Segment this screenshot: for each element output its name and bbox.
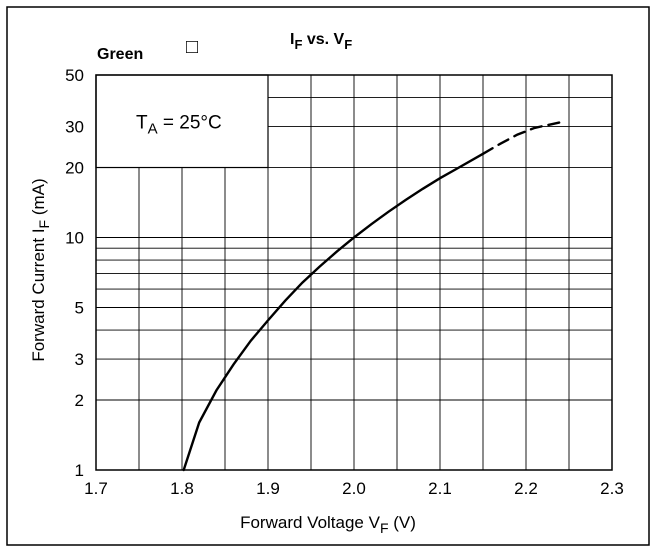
x-tick-label: 1.9 xyxy=(256,479,280,498)
y-axis-label: Forward Current IF (mA) xyxy=(29,178,52,361)
x-tick-label: 2.0 xyxy=(342,479,366,498)
x-tick-label: 2.1 xyxy=(428,479,452,498)
outer-frame xyxy=(6,6,650,546)
corner-label: Green xyxy=(97,46,143,63)
x-tick-label: 1.8 xyxy=(170,479,194,498)
corner-glyph: □ xyxy=(186,36,198,58)
y-tick-label: 10 xyxy=(65,229,84,248)
y-tick-label: 30 xyxy=(65,118,84,137)
y-tick-label: 5 xyxy=(75,298,84,317)
grid-layer xyxy=(96,75,612,470)
series-layer xyxy=(182,121,562,472)
y-tick-labels: 1 2 3 5 10 20 30 50 xyxy=(65,66,84,480)
y-tick-label: 50 xyxy=(65,66,84,85)
x-tick-label: 1.7 xyxy=(84,479,108,498)
chart-title: IF vs. VF xyxy=(290,31,352,52)
y-tick-label: 1 xyxy=(75,461,84,480)
y-tick-label: 3 xyxy=(75,350,84,369)
annotation-box xyxy=(95,74,269,169)
y-tick-label: 20 xyxy=(65,159,84,178)
curve-iv xyxy=(182,152,485,472)
curve-dashed-extension xyxy=(481,121,562,155)
x-tick-label: 2.3 xyxy=(600,479,624,498)
x-tick-labels: 1.7 1.8 1.9 2.0 2.1 2.2 2.3 xyxy=(84,479,624,498)
x-tick-label: 2.2 xyxy=(514,479,538,498)
plot-border xyxy=(95,74,613,471)
y-tick-label: 2 xyxy=(75,391,84,410)
annotation-text: TA = 25°C xyxy=(136,112,222,137)
x-axis-label: Forward Voltage VF (V) xyxy=(240,513,416,536)
